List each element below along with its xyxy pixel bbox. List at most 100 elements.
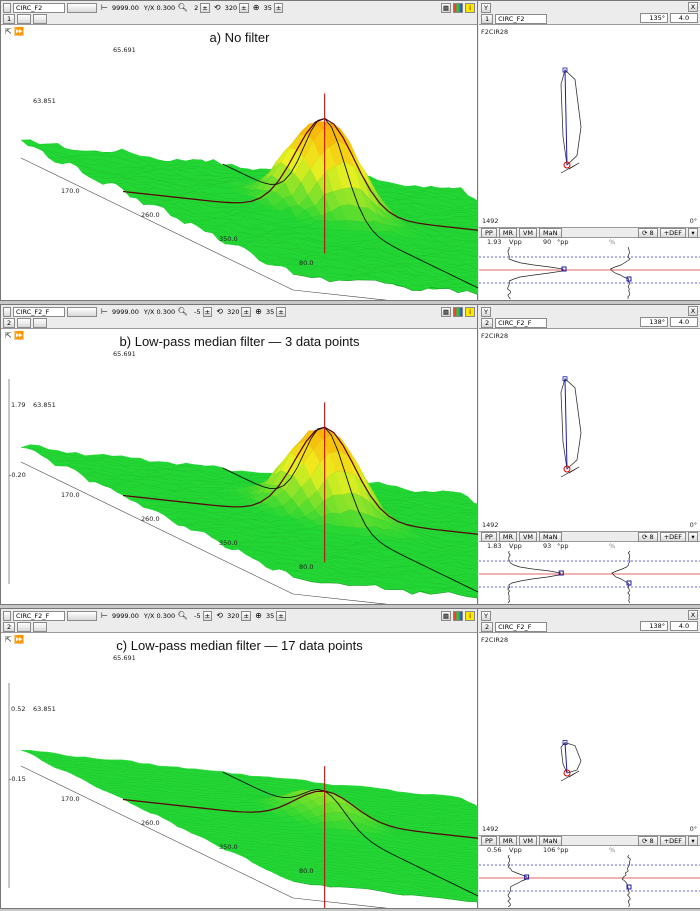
view-button-1[interactable]	[17, 13, 32, 24]
surface-plot[interactable]: 65.691 63.851 170.0 260.0 350.0 80.0	[1, 25, 478, 300]
gain-field[interactable]: 4.0	[670, 621, 698, 631]
strip-chart[interactable]	[479, 855, 700, 908]
cursor-lines[interactable]	[122, 93, 478, 297]
layers-icon[interactable]: ▦	[441, 611, 451, 621]
y-button[interactable]: Y	[481, 306, 491, 317]
layers-icon[interactable]: ▦	[441, 3, 451, 13]
vm-button[interactable]: VM	[518, 227, 538, 238]
man-button[interactable]: MaN	[539, 835, 562, 846]
view-button-2[interactable]	[33, 621, 48, 632]
zoom-icon[interactable]: 🔍︎	[177, 2, 188, 12]
view-button-1[interactable]	[17, 317, 32, 328]
channel-select-button[interactable]	[67, 610, 97, 621]
def-button[interactable]: +DEF	[659, 835, 686, 846]
lissajous-index-button[interactable]: 2	[481, 317, 494, 328]
info-icon[interactable]: i	[465, 611, 475, 621]
palette-icon[interactable]	[453, 3, 463, 13]
angle-field[interactable]: 138°	[640, 317, 668, 327]
gain-field[interactable]: 4.0	[670, 13, 698, 23]
channel-field[interactable]: CIRC_F2_F	[13, 306, 65, 317]
x-button[interactable]: X	[688, 2, 698, 12]
mr-button[interactable]: MR	[498, 835, 517, 846]
angle-field[interactable]: 135°	[640, 13, 668, 23]
lissajous-row-2: 2 CIRC_F2_F	[481, 317, 548, 328]
cursor-lines[interactable]	[122, 402, 478, 600]
c-scan-toolbar: CIRC_F2_F ⊢ 9999.00 Y/X 0.300 🔍︎ -5 ± ⟲ …	[1, 305, 477, 329]
strip-chart[interactable]	[479, 247, 700, 300]
strip-chart[interactable]	[479, 551, 700, 604]
vector-line	[564, 378, 568, 470]
rot-b-stepper[interactable]: ±	[241, 610, 251, 621]
lissajous-channel-field[interactable]: CIRC_F2	[495, 13, 548, 24]
rot-a-stepper[interactable]: ±	[200, 2, 210, 13]
lissajous-index-button[interactable]: 2	[481, 621, 494, 632]
pp-button[interactable]: PP	[481, 531, 497, 542]
index-button[interactable]: 2	[3, 317, 16, 328]
channel-select-button[interactable]	[67, 306, 97, 317]
x-button[interactable]: X	[688, 610, 698, 620]
expand-icon[interactable]: ⇱ ⏩	[5, 331, 25, 340]
rot-b-stepper[interactable]: ±	[239, 2, 249, 13]
count-button[interactable]: ⟳ 8	[638, 227, 658, 238]
view-button-1[interactable]	[17, 621, 32, 632]
cursor-lines[interactable]	[122, 766, 478, 908]
pp-button[interactable]: PP	[481, 835, 497, 846]
man-button[interactable]: MaN	[539, 227, 562, 238]
def-button[interactable]: +DEF	[659, 227, 686, 238]
zoom-icon[interactable]: 🔍︎	[177, 610, 188, 620]
lissajous-index-button[interactable]: 1	[481, 13, 494, 24]
info-icon[interactable]: i	[465, 307, 475, 317]
rot-a-stepper[interactable]: ±	[202, 306, 213, 317]
lissajous-plot[interactable]	[479, 341, 700, 521]
palette-icon[interactable]	[453, 307, 463, 317]
tilt-icon: ⊕	[255, 610, 262, 620]
vm-button[interactable]: VM	[518, 531, 538, 542]
lissajous-channel-field[interactable]: CIRC_F2_F	[495, 317, 548, 328]
pp-button[interactable]: PP	[481, 227, 497, 238]
layers-icon[interactable]: ▦	[441, 307, 451, 317]
count-button[interactable]: ⟳ 8	[638, 531, 658, 542]
index-button[interactable]: 2	[3, 621, 16, 632]
y-button[interactable]: Y	[481, 2, 491, 13]
man-button[interactable]: MaN	[539, 531, 562, 542]
origin-marker	[563, 465, 571, 473]
mr-button[interactable]: MR	[498, 227, 517, 238]
channel-select-button[interactable]	[67, 2, 97, 13]
vector-tip-marker	[562, 376, 568, 382]
view-options: ▦ i	[441, 307, 475, 317]
rot-a-stepper[interactable]: ±	[202, 610, 213, 621]
mr-button[interactable]: MR	[498, 531, 517, 542]
expand-icon[interactable]: ⇱ ⏩	[5, 27, 25, 36]
tilt-stepper[interactable]: ±	[273, 2, 284, 13]
lissajous-channel-field[interactable]: CIRC_F2_F	[495, 621, 548, 632]
gain-field[interactable]: 4.0	[670, 317, 698, 327]
tilt-stepper[interactable]: ±	[276, 610, 286, 621]
surface-plot[interactable]: 65.691 63.851 170.0 260.0 350.0 80.0 0.52 -0.15	[1, 633, 478, 908]
chevron-down-icon[interactable]: ▾	[688, 531, 698, 542]
palette-icon[interactable]	[453, 611, 463, 621]
surface-plot[interactable]: 65.691 63.851 170.0 260.0 350.0 80.0 1.79 -0.20	[1, 329, 478, 604]
rot-b-stepper[interactable]: ±	[241, 306, 251, 317]
index-button[interactable]: 1	[3, 13, 16, 24]
channel-field[interactable]: CIRC_F2	[13, 2, 65, 13]
vm-button[interactable]: VM	[518, 835, 538, 846]
x-button[interactable]: X	[688, 306, 698, 316]
def-button[interactable]: +DEF	[659, 531, 686, 542]
prev-button[interactable]	[3, 306, 11, 317]
prev-button[interactable]	[3, 2, 11, 13]
y-button[interactable]: Y	[481, 610, 491, 621]
view-button-2[interactable]	[33, 13, 48, 24]
zoom-icon[interactable]: 🔍︎	[177, 306, 188, 316]
lissajous-plot[interactable]	[479, 37, 700, 217]
count-button[interactable]: ⟳ 8	[638, 835, 658, 846]
angle-field[interactable]: 138°	[640, 621, 668, 631]
view-button-2[interactable]	[33, 317, 48, 328]
chevron-down-icon[interactable]: ▾	[688, 835, 698, 846]
tilt-stepper[interactable]: ±	[276, 306, 286, 317]
lissajous-plot[interactable]	[479, 645, 700, 825]
channel-field[interactable]: CIRC_F2_F	[13, 610, 65, 621]
prev-button[interactable]	[3, 610, 11, 621]
info-icon[interactable]: i	[465, 3, 475, 13]
chevron-down-icon[interactable]: ▾	[688, 227, 698, 238]
expand-icon[interactable]: ⇱ ⏩	[5, 635, 25, 644]
